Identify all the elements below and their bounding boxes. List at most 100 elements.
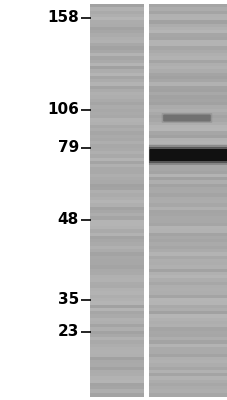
Bar: [90, 76, 143, 80]
Bar: [90, 363, 143, 367]
Bar: [90, 158, 143, 161]
Bar: [90, 4, 143, 8]
Bar: [90, 167, 143, 171]
Bar: [149, 210, 227, 214]
FancyBboxPatch shape: [161, 113, 211, 123]
Bar: [149, 53, 227, 57]
Bar: [149, 82, 227, 86]
Bar: [90, 370, 143, 374]
Bar: [90, 92, 143, 96]
Bar: [90, 288, 143, 292]
Bar: [149, 40, 227, 44]
Bar: [149, 344, 227, 348]
Bar: [149, 301, 227, 305]
Bar: [90, 383, 143, 387]
Bar: [90, 304, 143, 308]
Bar: [90, 308, 143, 312]
Bar: [90, 376, 143, 380]
Bar: [90, 125, 143, 129]
Bar: [149, 256, 227, 259]
Bar: [149, 180, 227, 184]
Bar: [90, 82, 143, 86]
Bar: [90, 347, 143, 351]
Bar: [149, 259, 227, 262]
Bar: [149, 96, 227, 99]
Bar: [149, 108, 227, 112]
Bar: [90, 37, 143, 40]
Bar: [90, 298, 143, 302]
Bar: [90, 141, 143, 145]
Bar: [90, 33, 143, 37]
Bar: [149, 46, 227, 50]
Bar: [90, 180, 143, 184]
Bar: [149, 158, 227, 161]
Bar: [90, 262, 143, 266]
Bar: [90, 56, 143, 60]
Bar: [90, 321, 143, 325]
Bar: [90, 63, 143, 66]
Bar: [90, 275, 143, 279]
Bar: [90, 20, 143, 24]
Bar: [149, 197, 227, 200]
Bar: [149, 37, 227, 40]
Bar: [90, 292, 143, 295]
Bar: [90, 131, 143, 135]
Bar: [149, 105, 227, 109]
Bar: [90, 226, 143, 230]
Bar: [90, 357, 143, 360]
Bar: [90, 220, 143, 223]
Bar: [149, 275, 227, 279]
Bar: [90, 60, 143, 63]
Bar: [149, 112, 227, 116]
Bar: [149, 118, 227, 122]
Bar: [90, 318, 143, 321]
Bar: [90, 99, 143, 102]
Bar: [149, 4, 227, 8]
Bar: [90, 242, 143, 246]
Bar: [149, 334, 227, 338]
Bar: [90, 327, 143, 331]
Bar: [149, 122, 227, 125]
Bar: [90, 337, 143, 341]
Bar: [90, 354, 143, 357]
Bar: [90, 151, 143, 155]
Bar: [149, 236, 227, 240]
Bar: [90, 265, 143, 269]
Bar: [90, 138, 143, 142]
Bar: [90, 197, 143, 200]
Bar: [90, 282, 143, 286]
Bar: [149, 203, 227, 207]
Bar: [149, 386, 227, 390]
Bar: [149, 262, 227, 266]
Bar: [149, 131, 227, 135]
Bar: [90, 66, 143, 70]
Bar: [149, 380, 227, 384]
Bar: [149, 194, 227, 197]
Bar: [149, 167, 227, 171]
Bar: [90, 170, 143, 174]
FancyBboxPatch shape: [147, 147, 227, 163]
Bar: [90, 96, 143, 99]
Bar: [149, 73, 227, 76]
Bar: [90, 53, 143, 57]
Bar: [149, 76, 227, 80]
Bar: [90, 50, 143, 54]
Bar: [149, 295, 227, 298]
Bar: [149, 187, 227, 191]
Bar: [149, 370, 227, 374]
Bar: [149, 308, 227, 312]
Bar: [149, 184, 227, 188]
Bar: [149, 249, 227, 253]
Text: 79: 79: [57, 140, 79, 156]
Bar: [149, 135, 227, 138]
Bar: [90, 115, 143, 119]
Bar: [149, 56, 227, 60]
Bar: [90, 43, 143, 47]
Bar: [149, 148, 227, 152]
Bar: [149, 60, 227, 63]
Bar: [149, 170, 227, 174]
Bar: [149, 164, 227, 168]
Bar: [149, 285, 227, 289]
Bar: [149, 314, 227, 318]
Bar: [149, 30, 227, 34]
